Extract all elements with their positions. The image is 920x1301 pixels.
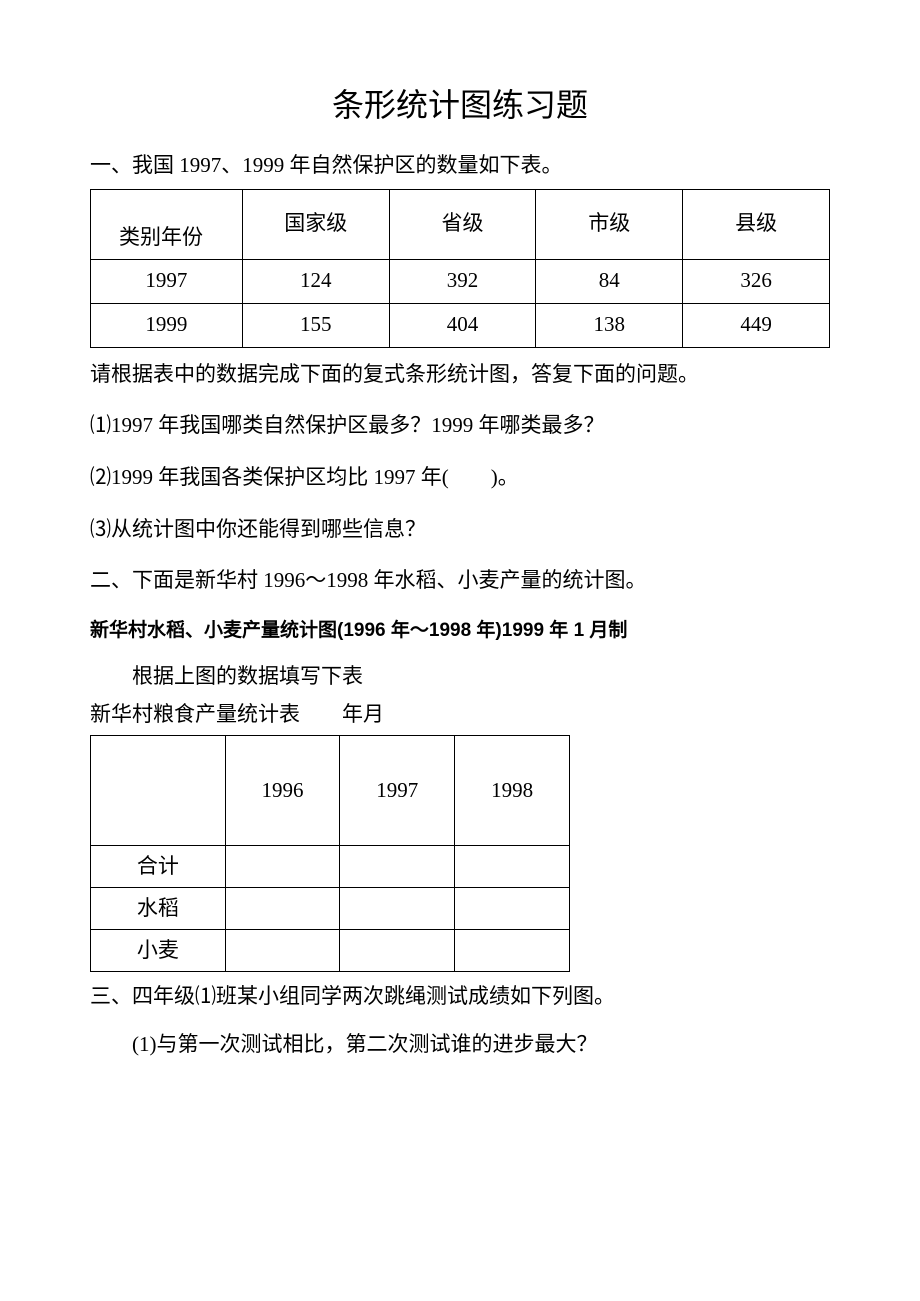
- table-data-cell: 84: [536, 259, 683, 303]
- table-nature-reserves: 类别年份 国家级 省级 市级 县级 1997 124 392 84 326 19…: [90, 189, 830, 348]
- table-header-cell: 1996: [225, 736, 340, 846]
- page-title: 条形统计图练习题: [90, 80, 830, 131]
- table-empty-cell: [225, 846, 340, 888]
- table-empty-cell: [455, 930, 570, 972]
- table-data-cell: 404: [389, 303, 536, 347]
- table-row: 小麦: [91, 930, 570, 972]
- section2-fill-instruction: 根据上图的数据填写下表: [90, 660, 830, 694]
- table-header-cell: 市级: [536, 189, 683, 259]
- section2-chart-caption: 新华村水稻、小麦产量统计图(1996 年～1998 年)1999 年 1 月制: [90, 616, 830, 646]
- table-data-cell: 326: [683, 259, 830, 303]
- section3-q1: (1)与第一次测试相比，第二次测试谁的进步最大？: [90, 1028, 830, 1062]
- table-header-cell: 国家级: [242, 189, 389, 259]
- table-row: 1996 1997 1998: [91, 736, 570, 846]
- table-data-cell: 155: [242, 303, 389, 347]
- table-data-cell: 124: [242, 259, 389, 303]
- table-row-label: 合计: [91, 846, 226, 888]
- table-empty-cell: [340, 930, 455, 972]
- table-row: 1997 124 392 84 326: [91, 259, 830, 303]
- section1-q1: ⑴1997 年我国哪类自然保护区最多？1999 年哪类最多？: [90, 409, 830, 443]
- section1-intro: 请根据表中的数据完成下面的复式条形统计图，答复下面的问题。: [90, 358, 830, 392]
- table-data-cell: 138: [536, 303, 683, 347]
- table-header-cell: 1997: [340, 736, 455, 846]
- section2-heading: 二、下面是新华村 1996～1998 年水稻、小麦产量的统计图。: [90, 564, 830, 598]
- table-header-cell: 县级: [683, 189, 830, 259]
- table-grain-output: 1996 1997 1998 合计 水稻 小麦: [90, 735, 570, 972]
- table-empty-cell: [340, 846, 455, 888]
- table-row-label: 小麦: [91, 930, 226, 972]
- section3-heading: 三、四年级⑴班某小组同学两次跳绳测试成绩如下列图。: [90, 980, 830, 1014]
- table-header-cell: 1998: [455, 736, 570, 846]
- table-empty-cell: [455, 888, 570, 930]
- table-row-label: 水稻: [91, 888, 226, 930]
- table-year-cell: 1999: [91, 303, 243, 347]
- section2-table-caption: 新华村粮食产量统计表 年月: [90, 698, 830, 732]
- table-empty-cell: [225, 888, 340, 930]
- corner-label: 类别年份: [119, 221, 203, 255]
- table-empty-cell: [340, 888, 455, 930]
- table-empty-cell: [91, 736, 226, 846]
- table-row: 1999 155 404 138 449: [91, 303, 830, 347]
- table-corner-cell: 类别年份: [91, 189, 243, 259]
- table-row: 合计: [91, 846, 570, 888]
- table-row: 类别年份 国家级 省级 市级 县级: [91, 189, 830, 259]
- table-year-cell: 1997: [91, 259, 243, 303]
- table-data-cell: 392: [389, 259, 536, 303]
- table-empty-cell: [225, 930, 340, 972]
- section1-q3: ⑶从统计图中你还能得到哪些信息？: [90, 513, 830, 547]
- table-row: 水稻: [91, 888, 570, 930]
- table-header-cell: 省级: [389, 189, 536, 259]
- table-empty-cell: [455, 846, 570, 888]
- section1-q2: ⑵1999 年我国各类保护区均比 1997 年( )。: [90, 461, 830, 495]
- table-data-cell: 449: [683, 303, 830, 347]
- section1-heading: 一、我国 1997、1999 年自然保护区的数量如下表。: [90, 149, 830, 183]
